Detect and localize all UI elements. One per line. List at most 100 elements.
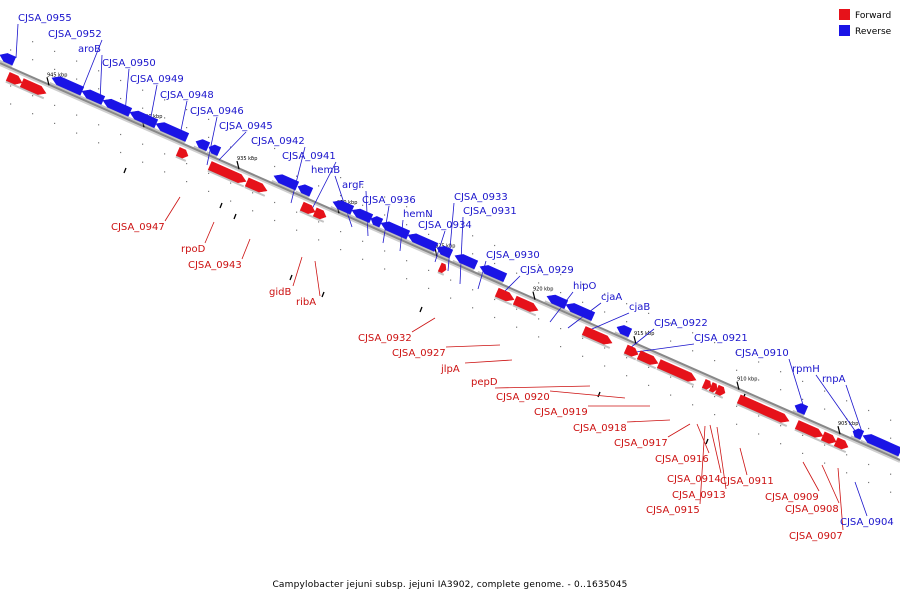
forward-gene-arrow (299, 201, 316, 218)
reverse-gene-label-cjab: cjaB (629, 302, 650, 313)
reverse-gene-arrow-shadow (0, 59, 13, 68)
forward-gene-arrow-body (512, 295, 539, 312)
background-dot (714, 396, 716, 398)
forward-gene-leader (494, 385, 591, 389)
reverse-gene-label-cjsa-0929: CJSA_0929 (520, 265, 574, 276)
background-dot (252, 210, 254, 212)
reverse-gene-arrow (544, 294, 569, 311)
background-dot (450, 297, 452, 299)
background-dot (142, 161, 144, 163)
tick-label: 945 kbp (47, 72, 67, 78)
background-dot (538, 282, 540, 284)
background-dot (32, 95, 34, 97)
reverse-gene-leader (310, 161, 337, 212)
reverse-gene-leader (815, 374, 859, 436)
reverse-gene-arrow (349, 208, 374, 225)
forward-gene-arrow-shadow (656, 367, 695, 386)
legend-forward-label: Forward (855, 11, 891, 21)
background-dot (670, 394, 672, 396)
background-dot (516, 272, 518, 274)
reverse-gene-arrow (206, 144, 222, 158)
reverse-gene-leader (15, 23, 19, 59)
reverse-gene-leader (434, 230, 446, 263)
background-dot (98, 70, 100, 72)
background-dot (318, 239, 320, 241)
background-dot (230, 200, 232, 202)
reverse-gene-label-cjsa-0941: CJSA_0941 (282, 151, 336, 162)
background-dot (76, 78, 78, 80)
reverse-gene-arrow (0, 53, 17, 68)
reverse-gene-leader (845, 384, 863, 433)
reverse-gene-label-hemb: hemB (311, 165, 340, 176)
background-dot (802, 452, 804, 454)
background-dot (142, 89, 144, 91)
background-dot (362, 204, 364, 206)
background-dot (472, 253, 474, 255)
background-dot (538, 264, 540, 266)
genome-backbone (0, 62, 900, 463)
forward-gene-arrow (794, 420, 824, 443)
background-dot (780, 389, 782, 391)
background-dot (758, 361, 760, 363)
reverse-gene-arrow-body (351, 208, 374, 224)
forward-gene-arrow (736, 394, 790, 428)
reverse-gene-arrow (477, 265, 508, 284)
background-dot (494, 298, 496, 301)
background-dot (76, 114, 78, 116)
gap-mark (321, 291, 325, 298)
tick-label: 905 kbp (838, 421, 858, 427)
backbone-shadow (0, 63, 900, 463)
forward-gene-arrow (581, 326, 613, 349)
reverse-gene-arrow (614, 325, 633, 339)
forward-gene-arrow (714, 384, 726, 399)
reverse-gene-arrow-body (380, 221, 411, 240)
background-dot (560, 292, 562, 294)
reverse-gene-arrow-shadow (79, 95, 102, 107)
reverse-gene-arrow-body (565, 303, 596, 322)
forward-gene-label-cjsa-0915: CJSA_0915 (646, 505, 700, 516)
forward-gene-label-cjsa-0914: CJSA_0914 (667, 474, 721, 485)
background-dot (868, 463, 870, 466)
background-dot (252, 138, 254, 140)
background-dot (692, 350, 694, 352)
forward-gene-arrow-body (207, 161, 247, 184)
background-dot (692, 332, 694, 334)
forward-gene-arrow (512, 295, 539, 317)
legend-reverse-label: Reverse (855, 27, 892, 37)
background-dot (296, 229, 298, 231)
background-dot (582, 355, 584, 357)
gap-mark (705, 438, 709, 445)
reverse-gene-arrow-shadow (452, 259, 475, 271)
background-dot (384, 268, 386, 270)
forward-gene-arrow-shadow (581, 334, 611, 349)
background-dot (186, 163, 188, 165)
gene-arrows (0, 53, 900, 458)
reverse-gene-label-cjsa-0946: CJSA_0946 (190, 106, 244, 117)
reverse-gene-arrow (434, 245, 454, 260)
background-dot (98, 142, 100, 144)
forward-gene-arrow-body (5, 72, 23, 85)
background-dot (714, 360, 716, 362)
background-dot (538, 318, 540, 320)
forward-gene-label-cjsa-0918: CJSA_0918 (573, 423, 627, 434)
forward-gene-arrow (19, 78, 47, 100)
forward-gene-label-cjsa-0908: CJSA_0908 (785, 504, 839, 515)
reverse-gene-arrow (860, 434, 900, 458)
background-dot (32, 59, 34, 61)
reverse-gene-label-cjsa-0942: CJSA_0942 (251, 136, 305, 147)
reverse-gene-label-cjsa-0931: CJSA_0931 (463, 206, 517, 217)
reverse-gene-arrow-body (852, 428, 865, 440)
background-dot (340, 195, 342, 197)
forward-gene-arrow-body (636, 350, 659, 365)
forward-gene-leader (164, 196, 181, 222)
reverse-gene-label-cjsa-0945: CJSA_0945 (219, 121, 273, 132)
background-dot (670, 340, 672, 342)
forward-gene-leader (821, 464, 840, 504)
background-dot (604, 311, 606, 313)
forward-gene-arrow (636, 350, 659, 370)
reverse-gene-arrow (193, 139, 211, 153)
background-dot (494, 316, 496, 319)
reverse-gene-leader (635, 343, 695, 353)
background-dot (780, 425, 782, 427)
background-dot (714, 414, 716, 416)
